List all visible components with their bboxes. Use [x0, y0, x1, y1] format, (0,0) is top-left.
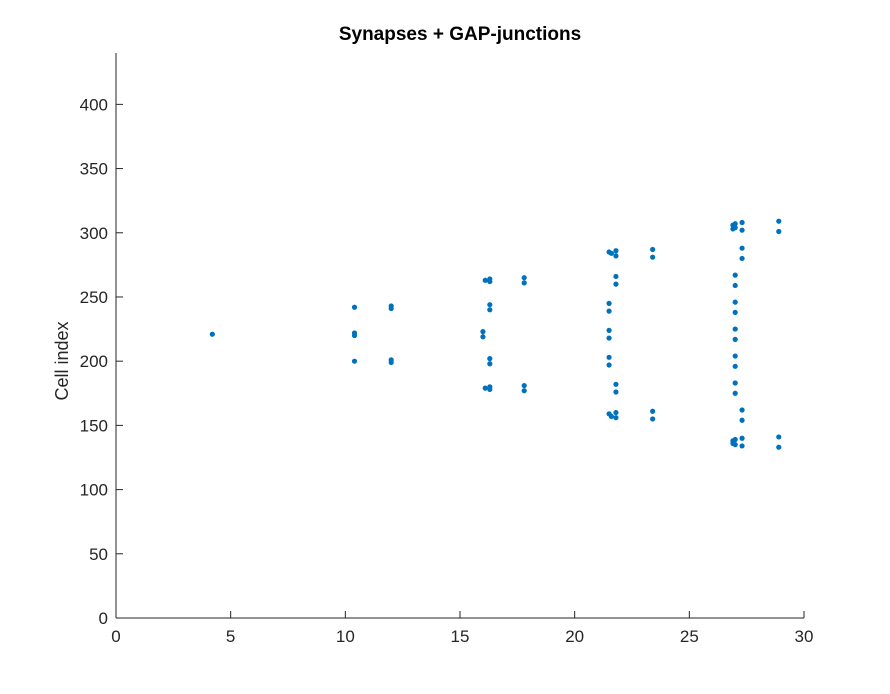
data-point — [351, 332, 358, 339]
data-point — [613, 409, 619, 416]
data-point — [608, 413, 614, 419]
data-point — [482, 277, 488, 283]
data-point — [650, 254, 656, 260]
y-tick-label: 350 — [80, 160, 108, 179]
data-point — [732, 309, 738, 315]
data-point — [613, 253, 619, 259]
data-point — [732, 326, 738, 332]
data-point — [606, 308, 612, 314]
data-point — [739, 435, 745, 441]
data-point — [521, 382, 527, 389]
data-point — [732, 272, 738, 278]
y-tick-label: 250 — [80, 288, 108, 307]
y-axis-label: Cell index — [52, 321, 72, 400]
data-point — [521, 280, 527, 286]
data-point — [606, 300, 612, 306]
data-point — [776, 218, 782, 224]
data-point — [388, 305, 394, 312]
data-point — [739, 417, 745, 423]
data-point — [487, 386, 493, 393]
data-point — [613, 273, 619, 280]
data-point — [732, 380, 738, 386]
data-point — [613, 248, 619, 254]
data-point — [606, 335, 612, 341]
data-point — [732, 282, 738, 289]
y-tick-label: 50 — [89, 545, 108, 564]
y-tick-label: 100 — [80, 481, 108, 500]
y-tick-label: 0 — [99, 609, 108, 628]
data-point — [732, 299, 738, 305]
data-point — [732, 336, 738, 342]
data-point — [613, 281, 619, 287]
data-point — [613, 415, 619, 421]
data-point — [351, 304, 358, 310]
y-tick-label: 150 — [80, 416, 108, 435]
data-point — [606, 362, 612, 368]
x-tick-label: 0 — [111, 627, 120, 646]
y-tick-label: 300 — [80, 224, 108, 243]
data-point — [613, 381, 619, 387]
data-point — [351, 358, 358, 364]
data-points — [209, 218, 782, 450]
data-point — [776, 228, 782, 235]
data-point — [776, 434, 782, 440]
chart-title: Synapses + GAP-junctions — [339, 24, 581, 45]
x-tick-label: 10 — [336, 627, 355, 646]
data-point — [521, 388, 527, 394]
data-point — [732, 390, 738, 396]
data-point — [606, 354, 612, 360]
data-point — [482, 385, 488, 391]
data-point — [739, 255, 745, 262]
data-point — [487, 278, 493, 285]
x-tick-label: 20 — [565, 627, 584, 646]
data-point — [521, 275, 527, 281]
data-point — [732, 221, 738, 227]
data-point — [732, 436, 738, 443]
data-point — [739, 443, 745, 449]
data-point — [487, 307, 493, 313]
x-tick-label: 15 — [451, 627, 470, 646]
data-point — [739, 227, 745, 233]
data-point — [650, 408, 656, 414]
x-tick-label: 25 — [680, 627, 699, 646]
data-point — [650, 246, 656, 253]
data-point — [739, 219, 745, 226]
data-point — [732, 353, 738, 359]
x-tick-label: 5 — [226, 627, 235, 646]
data-point — [613, 389, 619, 395]
data-point — [732, 363, 738, 369]
data-point — [487, 361, 493, 367]
x-tick-label: 30 — [795, 627, 814, 646]
data-point — [487, 302, 493, 308]
data-point — [487, 356, 493, 362]
data-point — [606, 327, 612, 333]
data-point — [388, 359, 394, 366]
data-point — [209, 331, 215, 337]
data-point — [608, 250, 614, 256]
data-point — [480, 329, 486, 335]
data-point — [739, 407, 745, 413]
data-point — [732, 442, 738, 448]
y-tick-label: 200 — [80, 352, 108, 371]
y-tick-label: 400 — [80, 95, 108, 114]
data-point — [776, 444, 782, 450]
data-point — [650, 416, 656, 422]
data-point — [739, 245, 745, 251]
data-point — [732, 225, 738, 231]
data-point — [480, 334, 486, 340]
